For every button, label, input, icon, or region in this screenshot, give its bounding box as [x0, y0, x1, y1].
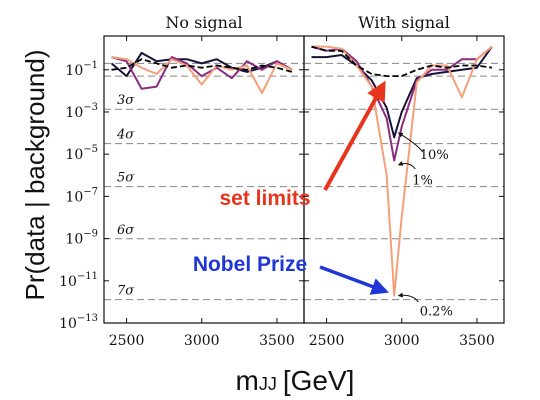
x-axis-label-subscript: JJ: [259, 374, 277, 394]
signal-strength-label: 0.2%: [420, 304, 453, 319]
signal-strength-label: 1%: [412, 174, 433, 189]
x-tick-label: 2500: [109, 333, 145, 349]
y-tick-label: 10−1: [65, 60, 98, 79]
annotation-arrow: [319, 265, 389, 295]
annotation-arrow: [323, 80, 386, 191]
signal-strength-label: 10%: [420, 148, 449, 163]
series-line: [111, 56, 293, 94]
x-axis-label: mJJ [GeV]: [236, 365, 355, 396]
x-axis-label-unit: [GeV]: [283, 365, 355, 396]
sigma-label: 5σ: [117, 171, 135, 186]
series-line: [111, 56, 293, 90]
y-tick-label: 10−11: [59, 271, 98, 290]
panel-title: No signal: [165, 13, 242, 32]
y-tick-label: 10−5: [65, 144, 98, 163]
x-tick-label: 3500: [459, 333, 495, 349]
panel-frame: [303, 35, 505, 324]
annotations: set limits Nobel Prize: [193, 80, 389, 295]
label-arrow: [397, 132, 424, 153]
label-arrow: [397, 161, 416, 170]
y-tick-label: 10−13: [59, 313, 98, 332]
x-axis-label-main: m: [236, 365, 259, 396]
annotation-set-limits: set limits: [219, 187, 310, 210]
x-tick-label: 3500: [259, 333, 295, 349]
y-tick-label: 10−3: [65, 102, 98, 121]
series-line: [110, 51, 293, 78]
sigma-label: 6σ: [117, 223, 135, 238]
panel-with-signal: With signal 10% 1% 0.2%: [303, 13, 505, 324]
panel-title: With signal: [358, 13, 450, 32]
x-tick-label: 3000: [184, 333, 220, 349]
panel-no-signal: No signal 3σ 4σ 5σ 6σ 7σ: [103, 13, 305, 324]
sigma-label: 7σ: [117, 284, 135, 299]
sigma-label: 3σ: [117, 93, 135, 108]
series-line: [311, 45, 493, 77]
y-tick-labels: 10−1 10−3 10−5 10−7 10−9 10−11 10−13: [59, 60, 98, 332]
x-tick-label: 2500: [309, 333, 345, 349]
series-line: [111, 58, 293, 73]
y-tick-label: 10−7: [65, 186, 98, 205]
annotation-nobel-prize: Nobel Prize: [193, 253, 307, 276]
x-tick-label: 3000: [384, 333, 420, 349]
series-line: [311, 46, 493, 139]
y-axis-label: Pr(data | background): [20, 50, 50, 301]
sigma-label: 4σ: [116, 128, 135, 143]
y-tick-label: 10−9: [65, 229, 98, 248]
label-arrow: [397, 292, 419, 303]
x-tick-labels: 2500 3000 3500 2500 3000 3500: [109, 333, 495, 349]
series-line: [311, 45, 493, 297]
